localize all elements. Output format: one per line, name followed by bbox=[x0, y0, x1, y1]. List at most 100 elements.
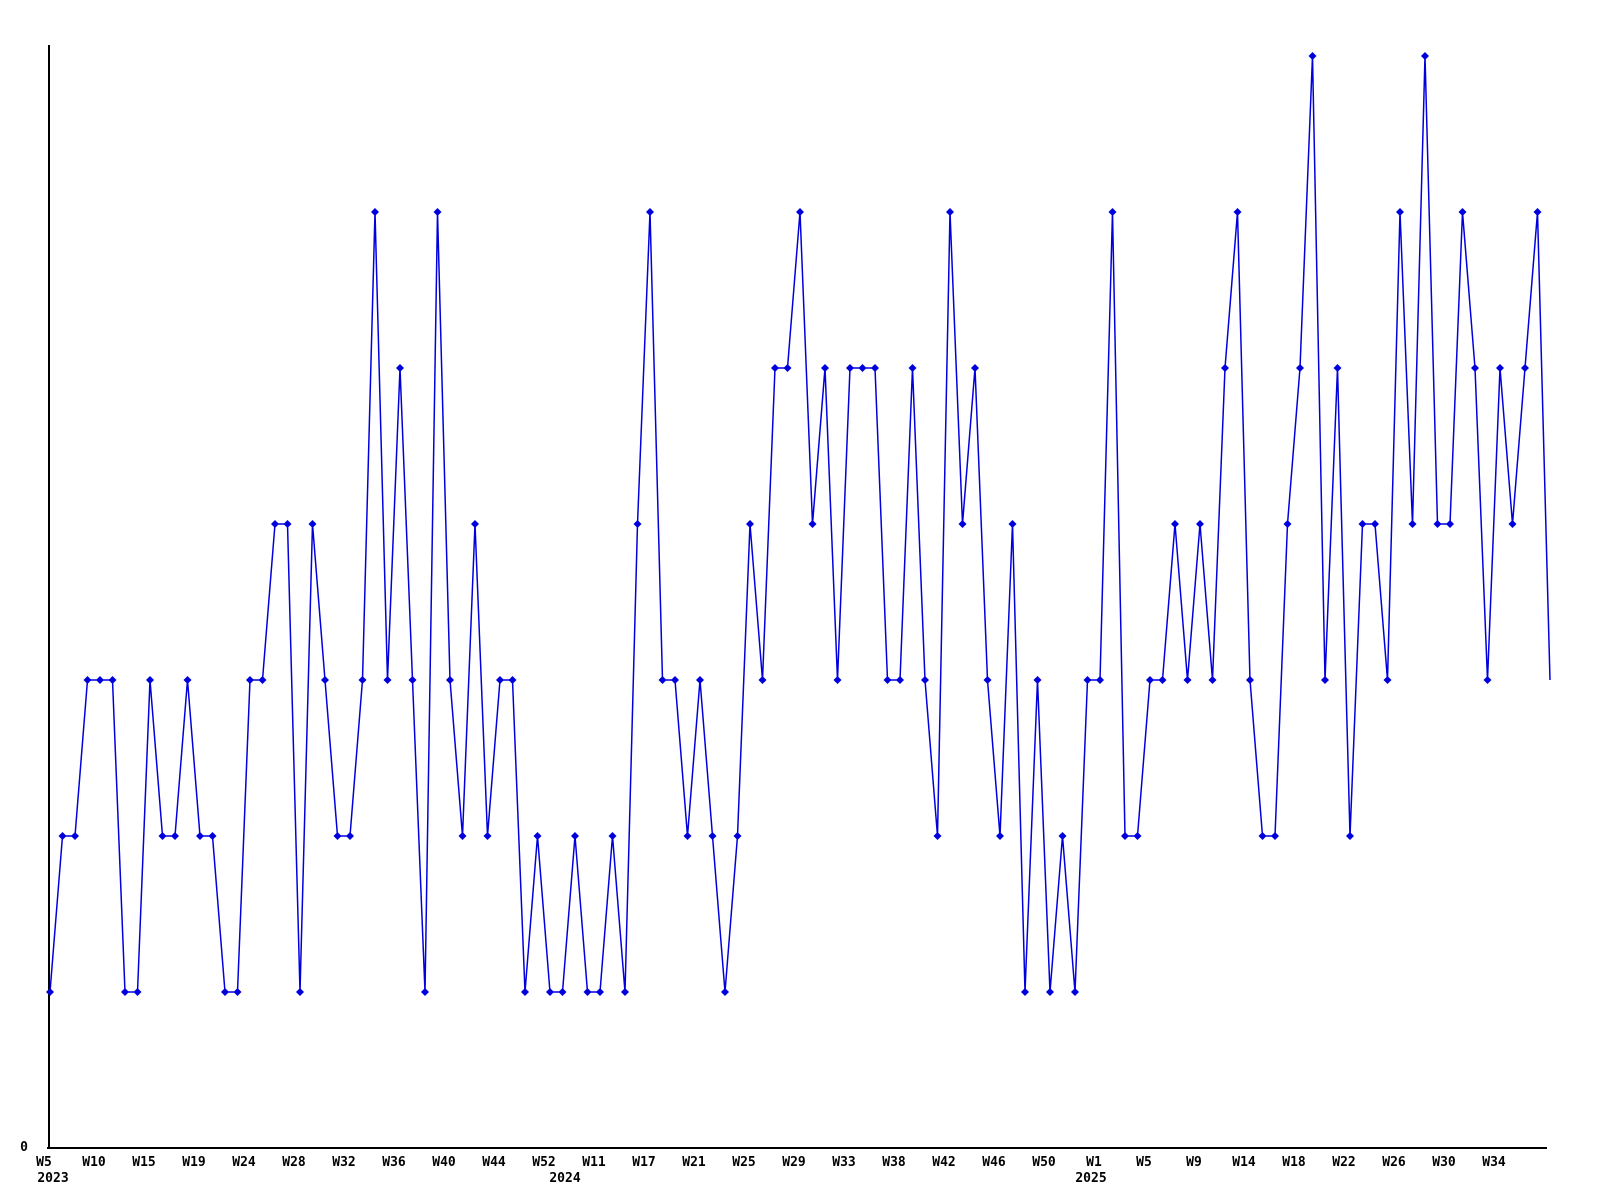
data-point-marker bbox=[921, 676, 929, 684]
x-tick-label: W26 bbox=[1382, 1155, 1406, 1170]
data-point-marker bbox=[1183, 676, 1192, 684]
data-point-marker bbox=[58, 832, 67, 840]
data-point-marker bbox=[933, 832, 942, 840]
data-point-marker bbox=[1008, 520, 1017, 528]
data-point-marker bbox=[546, 988, 554, 996]
data-point-marker bbox=[108, 676, 117, 684]
data-point-marker bbox=[1321, 676, 1329, 684]
x-tick-label: W5 bbox=[36, 1155, 52, 1170]
data-point-marker bbox=[258, 676, 267, 684]
data-point-marker bbox=[1133, 832, 1142, 840]
data-point-marker bbox=[621, 988, 629, 996]
data-point-marker bbox=[458, 832, 467, 840]
data-point-marker bbox=[1171, 520, 1179, 528]
data-point-marker bbox=[808, 520, 817, 528]
data-point-marker bbox=[1158, 676, 1167, 684]
data-point-marker bbox=[896, 676, 904, 684]
data-point-marker bbox=[1433, 520, 1442, 528]
data-point-marker bbox=[1408, 520, 1417, 528]
data-point-marker bbox=[1358, 520, 1367, 528]
data-point-marker bbox=[1421, 52, 1429, 60]
data-point-marker bbox=[1108, 208, 1117, 216]
data-point-marker bbox=[908, 364, 917, 372]
data-point-marker bbox=[646, 208, 654, 216]
data-point-marker bbox=[1146, 676, 1154, 684]
data-point-marker bbox=[358, 676, 367, 684]
data-point-marker bbox=[1346, 832, 1354, 840]
data-point-marker bbox=[633, 520, 642, 528]
data-point-marker bbox=[208, 832, 217, 840]
x-tick-label: W19 bbox=[182, 1155, 205, 1170]
data-point-marker bbox=[183, 676, 192, 684]
data-point-marker bbox=[1383, 676, 1392, 684]
x-tick-label: W46 bbox=[982, 1155, 1006, 1170]
x-tick-label: W36 bbox=[382, 1155, 406, 1170]
data-point-marker bbox=[583, 988, 592, 996]
x-tick-label: W9 bbox=[1186, 1155, 1202, 1170]
data-point-marker bbox=[558, 988, 567, 996]
data-point-marker bbox=[1121, 832, 1129, 840]
data-point-marker bbox=[446, 676, 454, 684]
data-point-marker bbox=[96, 676, 104, 684]
data-point-marker bbox=[883, 676, 892, 684]
data-point-marker bbox=[283, 520, 292, 528]
data-point-marker bbox=[158, 832, 167, 840]
x-tick-label: W11 bbox=[582, 1155, 606, 1170]
data-point-marker bbox=[946, 208, 954, 216]
x-tick-label: W32 bbox=[332, 1155, 355, 1170]
data-series-layer bbox=[46, 52, 1551, 996]
x-tick-label: W22 bbox=[1332, 1155, 1355, 1170]
data-point-marker bbox=[1033, 676, 1042, 684]
data-point-marker bbox=[1083, 676, 1092, 684]
data-point-marker bbox=[233, 988, 242, 996]
x-tick-label: W38 bbox=[882, 1155, 906, 1170]
data-point-marker bbox=[1333, 364, 1342, 372]
data-point-marker bbox=[821, 364, 829, 372]
data-point-marker bbox=[958, 520, 967, 528]
x-tick-label: W15 bbox=[132, 1155, 155, 1170]
data-point-marker bbox=[758, 676, 767, 684]
data-point-marker bbox=[796, 208, 804, 216]
data-point-marker bbox=[871, 364, 879, 372]
data-point-marker bbox=[133, 988, 142, 996]
x-tick-label: W18 bbox=[1282, 1155, 1306, 1170]
data-point-marker bbox=[783, 364, 792, 372]
data-point-marker bbox=[1483, 676, 1492, 684]
data-point-marker bbox=[321, 676, 329, 684]
axis-labels-layer: 0 W5 W10 W15 W19 W24 W28 W32 W36 W40 W44 W52 W11 W17 W… bbox=[20, 1140, 1506, 1186]
data-point-marker bbox=[846, 364, 854, 372]
data-point-marker bbox=[1258, 832, 1267, 840]
data-point-marker bbox=[833, 676, 842, 684]
data-point-marker bbox=[1096, 676, 1104, 684]
data-point-marker bbox=[1071, 988, 1079, 996]
x-tick-label: W24 bbox=[232, 1155, 256, 1170]
data-point-marker bbox=[696, 676, 704, 684]
data-point-marker bbox=[771, 364, 779, 372]
data-point-marker bbox=[1446, 520, 1454, 528]
data-point-marker bbox=[746, 520, 754, 528]
data-point-marker bbox=[83, 676, 92, 684]
data-point-marker bbox=[1221, 364, 1229, 372]
data-point-marker bbox=[508, 676, 517, 684]
data-point-marker bbox=[733, 832, 742, 840]
data-point-marker bbox=[683, 832, 692, 840]
x-year-label: 2023 bbox=[37, 1171, 68, 1186]
data-point-marker bbox=[1271, 832, 1279, 840]
x-tick-label: W50 bbox=[1032, 1155, 1056, 1170]
data-point-marker bbox=[371, 208, 379, 216]
x-tick-label: W10 bbox=[82, 1155, 106, 1170]
data-point-marker bbox=[171, 832, 179, 840]
x-tick-label: W25 bbox=[732, 1155, 755, 1170]
data-point-marker bbox=[421, 988, 429, 996]
data-point-marker bbox=[246, 676, 254, 684]
x-tick-label: W34 bbox=[1482, 1155, 1506, 1170]
x-tick-label: W42 bbox=[932, 1155, 955, 1170]
data-point-marker bbox=[1296, 364, 1304, 372]
x-tick-label: W29 bbox=[782, 1155, 805, 1170]
data-point-marker bbox=[596, 988, 604, 996]
data-point-marker bbox=[658, 676, 667, 684]
data-point-marker bbox=[46, 988, 54, 996]
data-point-marker bbox=[1533, 208, 1542, 216]
data-point-marker bbox=[521, 988, 529, 996]
